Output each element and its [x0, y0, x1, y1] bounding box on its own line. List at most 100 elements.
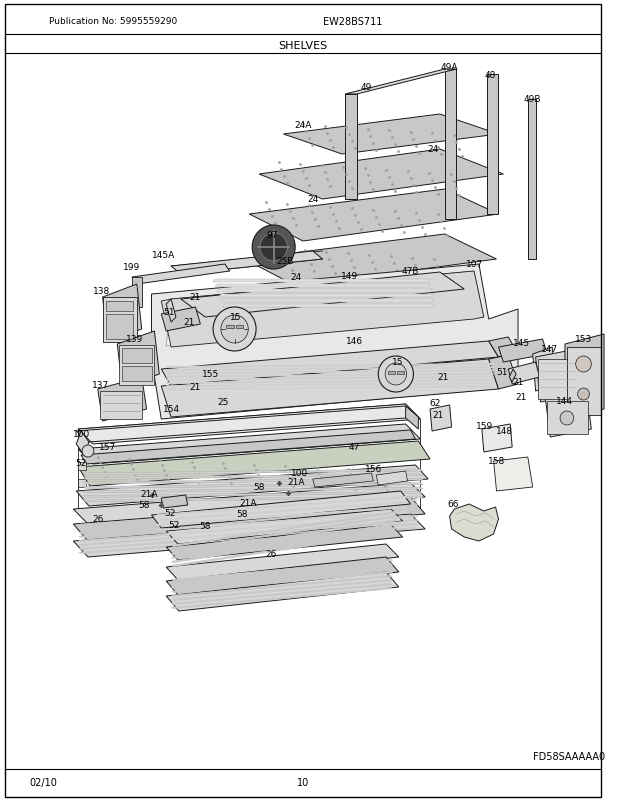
Polygon shape	[156, 501, 407, 521]
Text: 58: 58	[138, 501, 149, 510]
Polygon shape	[171, 252, 322, 274]
Text: 145: 145	[513, 339, 531, 348]
Polygon shape	[132, 265, 229, 285]
Text: 21: 21	[512, 378, 524, 387]
Text: 25: 25	[217, 398, 229, 407]
Text: 25B: 25B	[277, 257, 294, 266]
Polygon shape	[181, 273, 464, 318]
Polygon shape	[217, 290, 432, 293]
Polygon shape	[171, 563, 393, 585]
Polygon shape	[81, 431, 415, 464]
Polygon shape	[171, 587, 393, 610]
Text: 100: 100	[291, 469, 309, 478]
Text: 137: 137	[92, 381, 109, 390]
Bar	[132, 277, 142, 308]
Text: 48: 48	[485, 71, 497, 79]
Polygon shape	[78, 528, 419, 554]
Polygon shape	[405, 407, 419, 429]
Text: 21: 21	[515, 393, 526, 402]
Text: 15: 15	[230, 313, 241, 322]
Polygon shape	[166, 363, 494, 369]
Polygon shape	[83, 483, 423, 489]
Polygon shape	[565, 334, 604, 419]
Polygon shape	[171, 579, 393, 602]
Polygon shape	[156, 512, 407, 532]
Polygon shape	[98, 378, 146, 422]
Text: 24A: 24A	[294, 120, 312, 129]
Polygon shape	[78, 504, 419, 530]
Text: 21A: 21A	[288, 478, 305, 487]
Polygon shape	[83, 492, 423, 498]
Bar	[122, 349, 151, 363]
Polygon shape	[249, 190, 498, 241]
Polygon shape	[161, 272, 484, 347]
Text: 138: 138	[93, 287, 110, 296]
Polygon shape	[215, 285, 431, 288]
Polygon shape	[166, 376, 494, 381]
Polygon shape	[166, 573, 399, 611]
Polygon shape	[166, 373, 494, 378]
Polygon shape	[166, 386, 494, 391]
Polygon shape	[76, 431, 89, 456]
Text: 02/10: 02/10	[29, 777, 57, 787]
Polygon shape	[161, 342, 498, 387]
Polygon shape	[83, 496, 423, 502]
Text: 52: 52	[164, 508, 175, 518]
Text: 47B: 47B	[402, 267, 419, 276]
Text: 159: 159	[476, 422, 494, 431]
Text: 21: 21	[183, 318, 194, 327]
Polygon shape	[244, 235, 497, 286]
Polygon shape	[156, 506, 407, 526]
Text: 49: 49	[361, 83, 372, 92]
Bar	[78, 480, 86, 488]
Polygon shape	[78, 512, 419, 538]
Bar	[119, 346, 154, 386]
Polygon shape	[533, 347, 555, 391]
Text: 24: 24	[427, 145, 438, 154]
Text: 58: 58	[253, 483, 265, 492]
Circle shape	[385, 363, 407, 386]
Polygon shape	[76, 465, 428, 506]
Bar	[226, 326, 234, 329]
Polygon shape	[156, 516, 407, 537]
Text: 58: 58	[200, 522, 211, 531]
Polygon shape	[166, 300, 176, 322]
Polygon shape	[171, 571, 393, 593]
Bar	[397, 371, 404, 375]
Polygon shape	[213, 280, 430, 282]
Text: SHELVES: SHELVES	[278, 41, 327, 51]
Polygon shape	[171, 532, 398, 567]
Polygon shape	[166, 557, 399, 596]
Polygon shape	[312, 473, 373, 488]
Text: 156: 156	[365, 465, 382, 474]
Polygon shape	[151, 492, 410, 529]
Polygon shape	[376, 472, 407, 485]
Text: 21A: 21A	[239, 499, 257, 508]
Text: 149: 149	[342, 272, 358, 282]
Circle shape	[378, 357, 414, 392]
Circle shape	[560, 411, 574, 426]
Polygon shape	[166, 272, 484, 346]
Polygon shape	[161, 496, 188, 508]
Text: FD58SAAAAA0: FD58SAAAAA0	[533, 751, 605, 761]
Text: 26: 26	[92, 515, 104, 524]
Text: 147: 147	[541, 345, 558, 354]
Text: 26: 26	[265, 550, 277, 559]
Text: 51: 51	[497, 368, 508, 377]
Circle shape	[578, 388, 590, 400]
Text: 148: 148	[496, 427, 513, 436]
Polygon shape	[78, 524, 419, 550]
Polygon shape	[161, 359, 498, 418]
Polygon shape	[166, 525, 403, 561]
Text: 24: 24	[307, 195, 319, 205]
Polygon shape	[487, 75, 498, 215]
Polygon shape	[450, 504, 498, 541]
Text: 100: 100	[73, 430, 90, 439]
Polygon shape	[166, 379, 494, 384]
Polygon shape	[166, 545, 399, 581]
Polygon shape	[445, 70, 456, 220]
Polygon shape	[345, 95, 356, 200]
Polygon shape	[78, 404, 420, 444]
Polygon shape	[83, 479, 423, 484]
Polygon shape	[171, 559, 393, 581]
